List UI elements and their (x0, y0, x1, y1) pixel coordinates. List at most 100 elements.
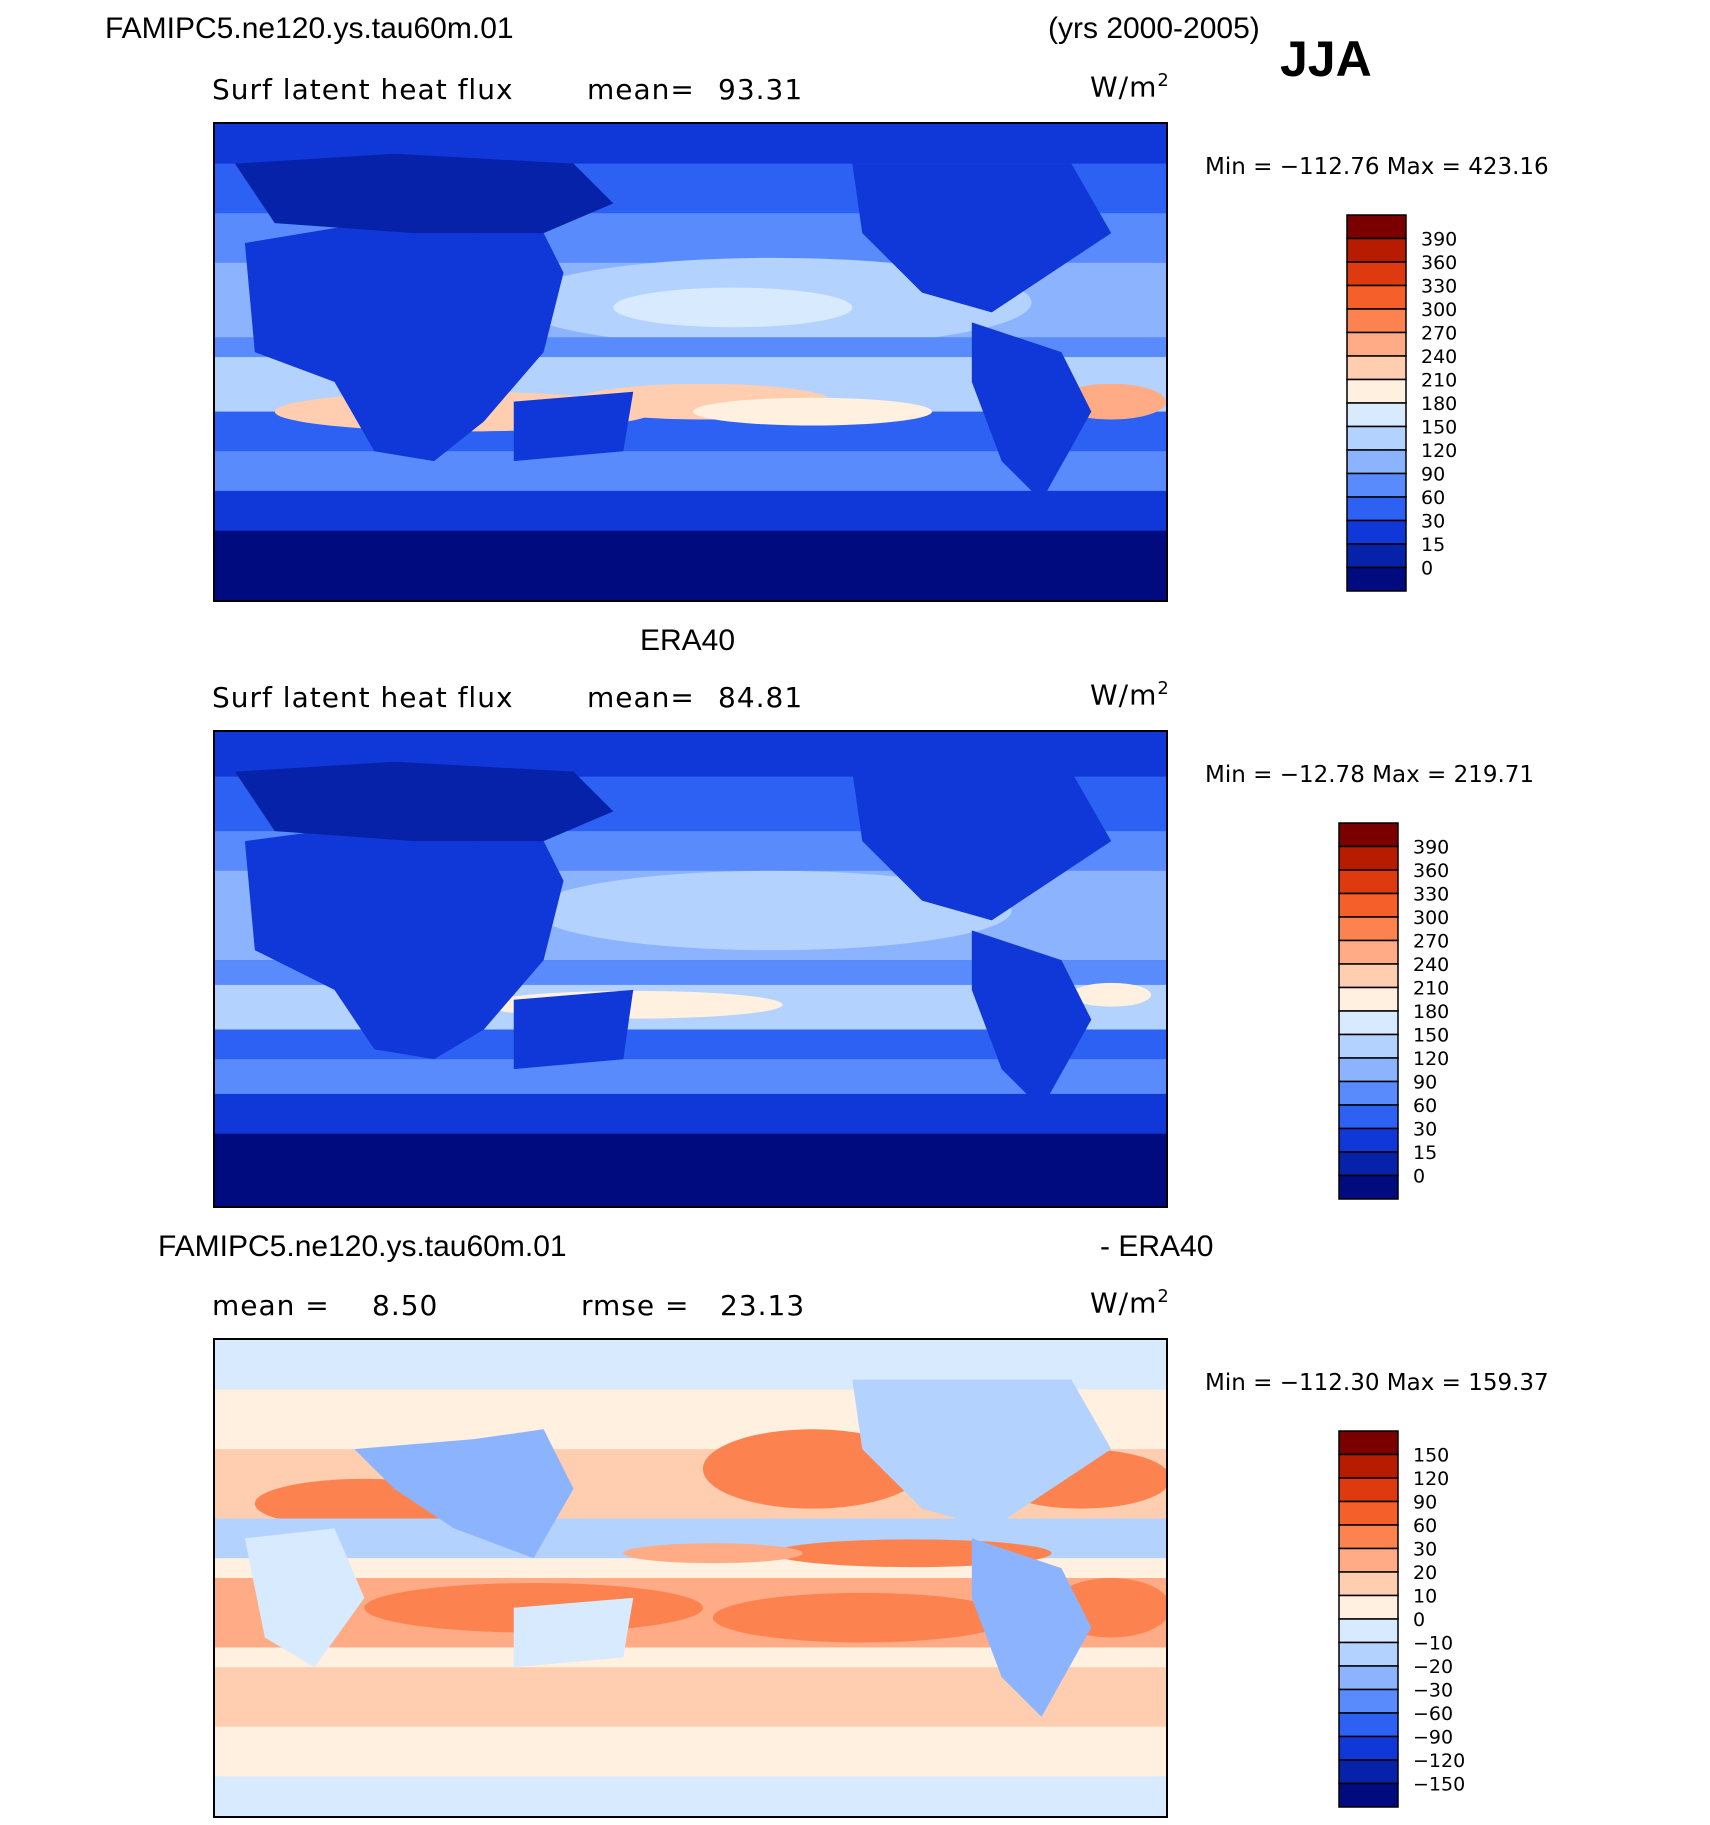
colorbar-swatch (1338, 1174, 1399, 1200)
panel2-variable: Surf latent heat flux (212, 681, 514, 714)
panel2-minmax: Min = −12.78 Max = 219.71 (1205, 762, 1535, 788)
panel1-mean-label: mean= (587, 73, 695, 106)
colorbar-swatch (1346, 331, 1407, 357)
colorbar-tick-label: 90 (1413, 1492, 1437, 1514)
panel2-title: ERA40 (640, 624, 736, 657)
colorbar-swatch (1338, 1759, 1399, 1785)
colorbar-swatch (1346, 519, 1407, 545)
panel3-map (213, 1338, 1168, 1818)
colorbar-tick-label: 360 (1421, 252, 1457, 274)
colorbar-swatch (1346, 425, 1407, 451)
colorbar-tick-label: 390 (1413, 837, 1449, 859)
colorbar-swatch (1338, 1782, 1399, 1808)
colorbar-swatch (1338, 1104, 1399, 1130)
panel3-title-left: FAMIPC5.ne120.ys.tau60m.01 (158, 1230, 567, 1263)
colorbar-tick-label: 180 (1421, 393, 1457, 415)
colorbar-swatch (1346, 308, 1407, 334)
colorbar-tick-label: 15 (1413, 1142, 1437, 1164)
colorbar-swatch (1346, 402, 1407, 428)
panel3-title-right: - ERA40 (1100, 1230, 1214, 1263)
panel3-units: W/m2 (1090, 1286, 1170, 1320)
colorbar-swatch (1338, 1477, 1399, 1503)
colorbar-swatch (1346, 449, 1407, 475)
colorbar-tick-label: 150 (1413, 1025, 1449, 1047)
colorbar-swatch (1338, 1010, 1399, 1036)
colorbar-tick-label: 150 (1421, 417, 1457, 439)
colorbar-tick-label: 150 (1413, 1445, 1449, 1467)
colorbar-tick-label: 90 (1421, 464, 1445, 486)
panel1-units: W/m2 (1090, 70, 1170, 104)
colorbar-tick-label: 0 (1413, 1609, 1425, 1631)
colorbar-swatch (1346, 472, 1407, 498)
colorbar-swatch (1338, 822, 1399, 848)
colorbar-tick-label: 30 (1413, 1539, 1437, 1561)
colorbar-tick-label: 0 (1413, 1166, 1425, 1188)
colorbar-swatch (1346, 566, 1407, 592)
colorbar-tick-label: 15 (1421, 534, 1445, 556)
panel2-map (213, 730, 1168, 1208)
colorbar-tick-label: −60 (1413, 1703, 1453, 1725)
colorbar-tick-label: −30 (1413, 1680, 1453, 1702)
colorbar-tick-label: −10 (1413, 1633, 1453, 1655)
panel2-mean-value: 84.81 (718, 681, 804, 714)
colorbar-swatch (1346, 214, 1407, 240)
colorbar-swatch (1338, 1618, 1399, 1644)
colorbar-tick-label: 30 (1421, 511, 1445, 533)
colorbar-tick-label: 30 (1413, 1119, 1437, 1141)
colorbar-tick-label: 300 (1421, 299, 1457, 321)
colorbar-tick-label: 180 (1413, 1001, 1449, 1023)
colorbar-swatch (1338, 916, 1399, 942)
panel3-mean-label: mean = (212, 1289, 330, 1322)
colorbar-tick-label: 120 (1413, 1468, 1449, 1490)
panel2-colorbar: 390 360 330 300 270 240 210 180 150 120 90 60 30 15 0 (1338, 822, 1498, 1202)
colorbar-tick-label: 20 (1413, 1562, 1437, 1584)
colorbar-swatch (1338, 1033, 1399, 1059)
colorbar-swatch (1338, 1688, 1399, 1714)
colorbar-tick-label: 210 (1421, 370, 1457, 392)
colorbar-swatch (1346, 543, 1407, 569)
colorbar-swatch (1338, 939, 1399, 965)
years-range: (yrs 2000-2005) (1048, 12, 1260, 45)
colorbar-tick-label: 270 (1413, 931, 1449, 953)
colorbar-tick-label: 390 (1421, 229, 1457, 251)
colorbar-tick-label: −20 (1413, 1656, 1453, 1678)
colorbar-swatch (1338, 1712, 1399, 1738)
season-label: JJA (1280, 31, 1372, 87)
colorbar-swatch (1338, 845, 1399, 871)
colorbar-tick-label: 240 (1421, 346, 1457, 368)
colorbar-swatch (1346, 284, 1407, 310)
colorbar-swatch (1338, 1453, 1399, 1479)
colorbar-swatch (1346, 378, 1407, 404)
colorbar-swatch (1338, 1524, 1399, 1550)
colorbar-swatch (1338, 1571, 1399, 1597)
colorbar-tick-label: 360 (1413, 860, 1449, 882)
colorbar-swatch (1338, 1057, 1399, 1083)
case-name: FAMIPC5.ne120.ys.tau60m.01 (105, 12, 514, 45)
colorbar-swatch (1338, 1127, 1399, 1153)
panel3-minmax: Min = −112.30 Max = 159.37 (1205, 1370, 1549, 1396)
colorbar-tick-label: 60 (1421, 487, 1445, 509)
colorbar-swatch (1338, 1735, 1399, 1761)
colorbar-swatch (1338, 1500, 1399, 1526)
panel1-variable: Surf latent heat flux (212, 73, 514, 106)
panel3-colorbar: 150 120 90 60 30 20 10 0 −10 −20 −30 −60 −90 −120 −150 (1338, 1430, 1498, 1810)
panel1-colorbar: 390 360 330 300 270 240 210 180 150 120 90 60 30 15 0 (1346, 214, 1506, 594)
colorbar-tick-label: 0 (1421, 558, 1433, 580)
colorbar-tick-label: −120 (1413, 1750, 1465, 1772)
colorbar-tick-label: 210 (1413, 978, 1449, 1000)
colorbar-swatch (1338, 1641, 1399, 1667)
colorbar-tick-label: 120 (1421, 440, 1457, 462)
colorbar-swatch (1338, 963, 1399, 989)
colorbar-swatch (1346, 496, 1407, 522)
colorbar-swatch (1338, 1547, 1399, 1573)
colorbar-swatch (1338, 892, 1399, 918)
colorbar-tick-label: 240 (1413, 954, 1449, 976)
panel1-mean-value: 93.31 (718, 73, 804, 106)
colorbar-tick-label: 90 (1413, 1072, 1437, 1094)
panel3-rmse-label: rmse = (581, 1289, 690, 1322)
colorbar-swatch (1346, 237, 1407, 263)
colorbar-swatch (1346, 355, 1407, 381)
colorbar-swatch (1338, 1151, 1399, 1177)
colorbar-swatch (1338, 1665, 1399, 1691)
panel1-minmax: Min = −112.76 Max = 423.16 (1205, 154, 1549, 180)
